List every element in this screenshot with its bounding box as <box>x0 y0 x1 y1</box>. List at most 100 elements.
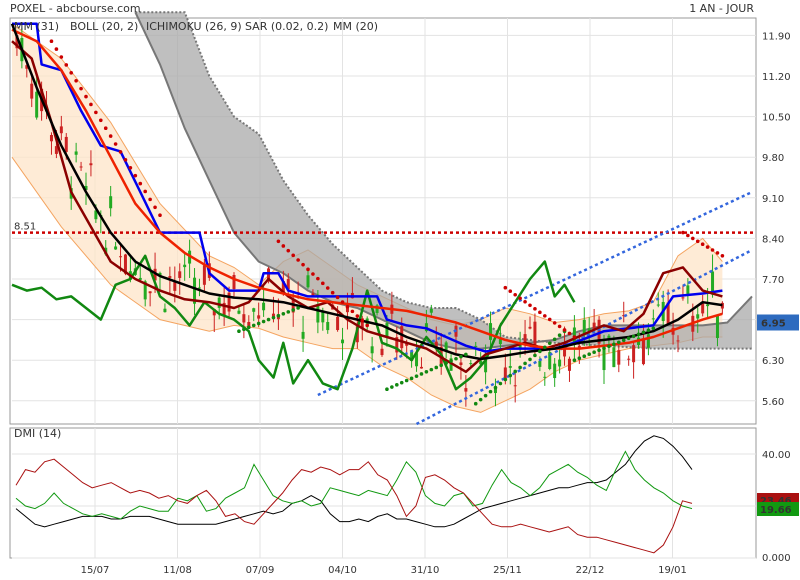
candle-body <box>469 363 473 365</box>
chikou-line <box>11 254 576 391</box>
candle-body <box>321 310 325 323</box>
sar-dot <box>508 373 513 378</box>
candle-body <box>89 163 93 166</box>
candle-body <box>197 287 201 289</box>
sar-dot <box>503 377 508 382</box>
sar-dot <box>409 376 414 381</box>
candle-body <box>592 322 596 329</box>
candle-body <box>538 360 542 367</box>
y-tick-label: 10.50 <box>762 113 791 124</box>
candle-body <box>597 319 601 344</box>
dmi-y-tick-label: 40.00 <box>762 450 791 461</box>
candle-body <box>493 387 497 394</box>
sar-dot <box>325 286 330 290</box>
sar-dot <box>296 306 300 310</box>
sar-dot <box>153 205 157 210</box>
sar-dot <box>508 289 513 294</box>
candle-body <box>79 166 83 168</box>
candle-body <box>617 350 621 365</box>
mm20-line <box>10 23 723 361</box>
sar-dot <box>636 332 641 337</box>
candle-body <box>316 304 320 323</box>
candle-body <box>681 297 685 299</box>
sar-dot <box>345 304 350 309</box>
di-minus-value: 23.46 <box>760 496 792 507</box>
sar-dot <box>133 173 138 178</box>
candle-body <box>306 275 310 288</box>
x-tick-label: 25/11 <box>493 565 522 576</box>
sar-dot <box>276 239 281 244</box>
sar-dot <box>641 330 646 335</box>
sar-dot <box>276 313 281 318</box>
candle-body <box>503 367 507 379</box>
sar-dot <box>84 94 88 99</box>
legend: MM (31) BOLL (20, 2) ICHIMOKU (26, 9) SA… <box>14 20 378 33</box>
candle-body <box>148 291 152 294</box>
candle-body <box>627 358 631 360</box>
candle-body <box>715 315 719 339</box>
dmi-y-tick-label: 0.000 <box>762 553 791 564</box>
dmi-panel-frame <box>9 427 757 559</box>
sar-dot <box>607 344 611 349</box>
candle-body <box>212 309 216 316</box>
di-plus-badge <box>757 502 799 516</box>
sar-dot <box>572 358 577 363</box>
sar-dot <box>626 336 631 341</box>
sar-dot <box>498 381 503 386</box>
candle-body <box>419 366 423 369</box>
sar-dot <box>513 292 517 297</box>
sar-dot <box>340 300 345 304</box>
resistance-label: 8.51 <box>14 222 36 233</box>
sar-dot <box>261 319 266 324</box>
y-tick-label: 7.70 <box>762 275 784 286</box>
candle-body <box>193 277 197 304</box>
candle-body <box>405 343 409 346</box>
sar-dot <box>424 370 429 374</box>
sar-dot <box>321 281 325 286</box>
candle-body <box>543 376 547 378</box>
sar-dot <box>454 356 458 361</box>
candle-body <box>498 338 502 345</box>
sar-dot <box>552 337 557 342</box>
candle-body <box>54 146 58 154</box>
sar-dot <box>414 374 419 378</box>
sar-dot <box>395 383 399 387</box>
last-price-label: 6.95 <box>761 319 786 330</box>
candle-body <box>429 308 433 313</box>
x-tick-label: 07/09 <box>246 565 275 576</box>
sar-dot <box>118 150 123 154</box>
candle-body <box>410 351 414 361</box>
candle-body <box>168 276 172 278</box>
candle-body <box>380 348 384 356</box>
price-layer: 8.51 <box>10 11 756 426</box>
candle-body <box>696 314 700 319</box>
sar-dot <box>562 328 567 332</box>
sar-dot <box>271 315 276 320</box>
sar-dot <box>518 365 522 370</box>
sar-dot <box>681 230 685 235</box>
candle-body <box>114 246 118 250</box>
sar-dot <box>705 245 710 249</box>
candle-body <box>489 323 493 340</box>
candle-body <box>577 345 581 349</box>
sar-dot <box>355 314 360 318</box>
y-tick-label: 11.90 <box>762 31 791 42</box>
sar-dot <box>538 349 542 354</box>
candle-body <box>301 331 305 339</box>
last-price-badge <box>757 314 799 331</box>
sar-dot <box>123 158 128 162</box>
di-plus-line <box>15 450 693 520</box>
candle-body <box>518 344 522 348</box>
sar-dot <box>572 335 577 339</box>
candle-body <box>326 321 330 331</box>
candle-body <box>533 321 537 348</box>
sar-dot <box>444 361 448 365</box>
sar-dot <box>695 239 700 244</box>
candle-body <box>35 91 39 118</box>
sar-dot <box>646 328 651 333</box>
sar-dot <box>286 248 291 253</box>
sar-dot <box>473 401 478 406</box>
trend-channel-line <box>415 248 753 426</box>
sar-dot <box>54 47 59 51</box>
sar-dot <box>99 118 103 123</box>
